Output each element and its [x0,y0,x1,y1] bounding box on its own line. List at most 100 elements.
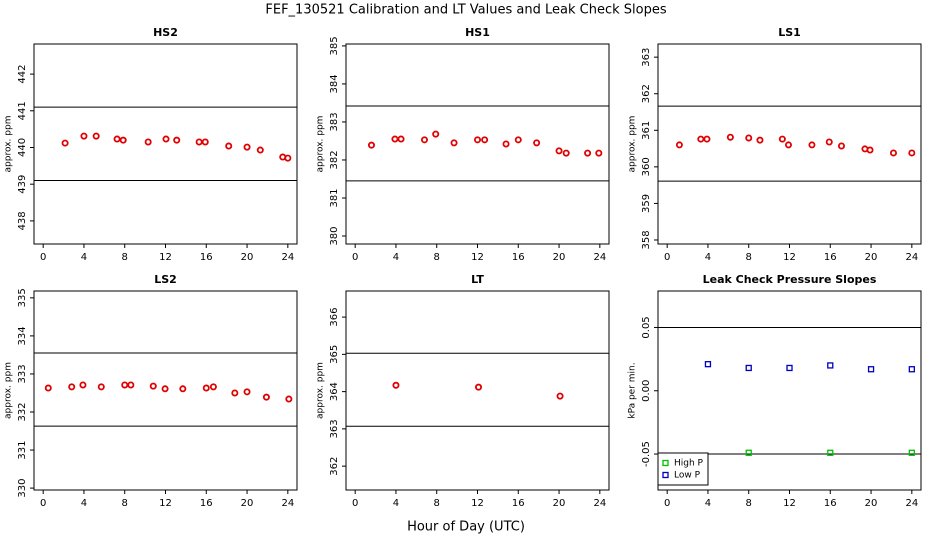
y-tick-label: 361 [641,121,652,140]
legend-marker [662,471,669,479]
point [231,389,239,397]
y-tick-label: 440 [17,138,28,157]
legend-marker [662,459,669,467]
point [745,449,752,456]
y-axis-label: approx. ppm [316,362,326,419]
point [703,135,711,143]
point [367,141,375,149]
x-tick-label: 20 [553,252,566,263]
x-tick-label: 16 [200,252,213,263]
point [92,132,100,140]
point [97,383,105,391]
x-tick-label: 0 [664,252,670,263]
point [726,133,734,141]
x-tick-label: 4 [81,498,87,509]
point [144,138,152,146]
x-tick-label: 24 [281,252,294,263]
y-tick-label: 441 [17,101,28,120]
point [704,361,712,368]
x-tick-label: 20 [241,252,254,263]
point [284,154,292,162]
x-tick-label: 24 [281,498,294,509]
point [745,364,752,372]
plot-frame [33,43,298,245]
x-tick-label: 20 [865,252,878,263]
point [420,136,428,144]
plot-frame [345,43,610,245]
y-tick-label: 362 [329,457,340,476]
x-tick-label: 20 [865,498,878,509]
y-axis-label: kPa per min. [628,362,638,418]
point [502,140,510,148]
y-tick-label: 359 [641,194,652,213]
point [778,135,786,143]
panel-title: HS1 [465,26,490,39]
panel-title: LS2 [154,273,177,286]
x-tick-label: 0 [352,252,358,263]
y-tick-label: 363 [641,48,652,67]
y-tick-label: 335 [17,288,28,307]
x-tick-label: 16 [824,498,837,509]
point [908,149,916,157]
point [756,136,764,144]
x-tick-label: 12 [783,252,796,263]
plot-frame [345,290,610,491]
point [195,138,203,146]
point [225,142,233,150]
y-tick-label: 442 [17,65,28,84]
x-tick-label: 12 [159,498,172,509]
point [121,381,129,389]
point [555,147,563,155]
point [149,382,157,390]
x-tick-label: 16 [200,498,213,509]
legend-box [657,452,709,486]
point [889,149,897,157]
point [675,141,683,149]
x-tick-label: 4 [393,498,399,509]
point [201,138,209,146]
y-tick-label: 364 [329,382,340,401]
y-tick-label: 366 [329,308,340,327]
point [432,130,440,138]
y-tick-label: 384 [329,74,340,93]
x-axis-label: Hour of Day (UTC) [407,520,525,535]
x-tick-label: 12 [783,498,796,509]
point [867,366,875,373]
x-tick-label: 8 [122,498,128,509]
y-tick-label: -0.05 [641,441,652,467]
panel-title: LS1 [778,26,801,39]
y-tick-label: 333 [17,364,28,383]
x-tick-label: 4 [81,252,87,263]
x-tick-label: 0 [40,498,46,509]
y-tick-label: 0.00 [641,380,652,402]
point [784,141,792,149]
y-tick-label: 381 [329,188,340,207]
point [745,134,753,142]
y-tick-label: 332 [17,402,28,421]
y-tick-label: 365 [329,345,340,364]
point [786,364,793,372]
point [473,136,481,144]
y-axis-label: approx. ppm [628,116,638,173]
y-tick-label: 331 [17,441,28,460]
y-tick-label: 358 [641,230,652,249]
point [825,138,833,146]
point [119,136,127,144]
x-tick-label: 20 [553,498,566,509]
point [908,449,915,456]
point [827,449,834,456]
point [61,139,69,147]
x-tick-label: 8 [746,252,752,263]
point [127,381,135,389]
point [514,136,522,144]
x-tick-label: 24 [593,252,606,263]
x-tick-label: 16 [512,252,525,263]
point [808,141,816,149]
point [697,135,705,143]
point [256,146,264,154]
x-tick-label: 4 [705,498,711,509]
point [209,383,217,391]
x-tick-label: 4 [393,252,399,263]
x-tick-label: 24 [905,498,918,509]
